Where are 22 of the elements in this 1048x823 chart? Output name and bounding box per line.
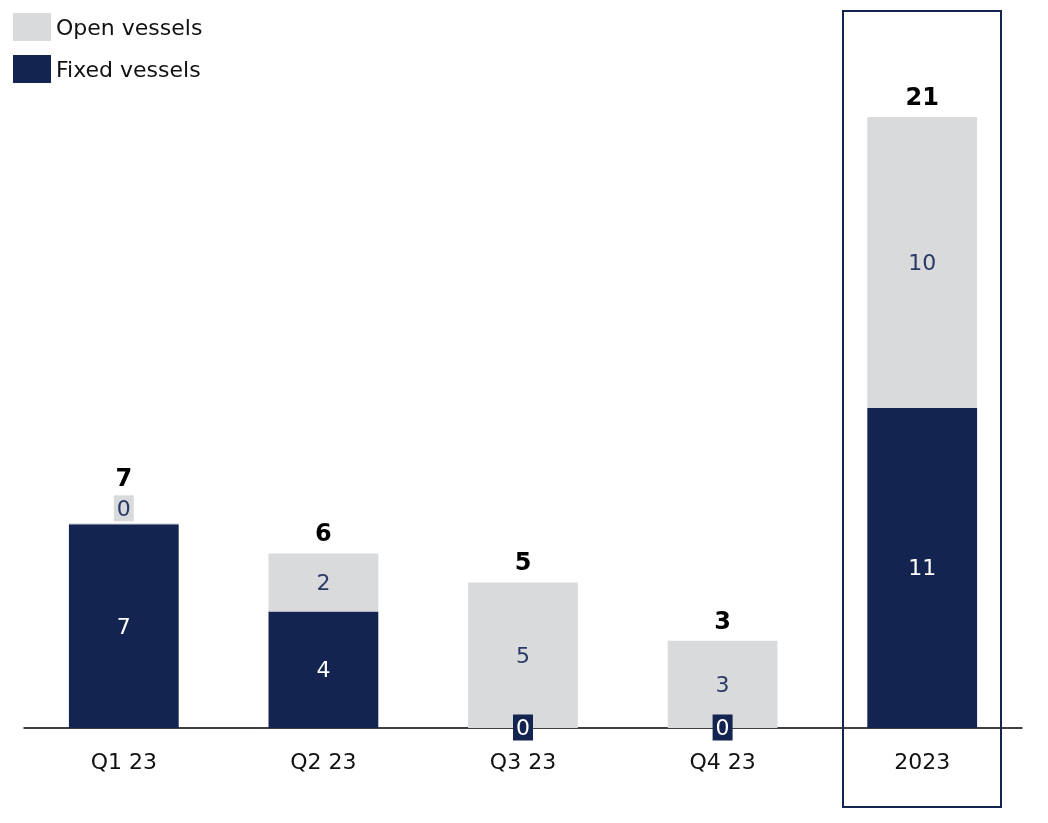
x-tick-label: Q1 23 [90, 748, 157, 774]
total-label: 5 [514, 548, 532, 577]
legend-label: Fixed vessels [56, 56, 201, 82]
data-label: 0 [715, 715, 730, 740]
total-label: 21 [905, 82, 939, 111]
x-tick-label: Q4 23 [689, 748, 756, 774]
x-tick-label: 2023 [894, 748, 951, 774]
data-label: 11 [908, 555, 937, 581]
total-label: 7 [115, 464, 133, 493]
data-label: 10 [908, 249, 937, 275]
data-label: 2 [316, 570, 331, 595]
total-label: 6 [315, 519, 332, 548]
x-tick-label: Q2 23 [290, 748, 357, 774]
x-tick-label: Q3 23 [489, 748, 557, 774]
total-label: 3 [714, 606, 731, 635]
data-label: 7 [116, 613, 131, 639]
data-label: 4 [316, 657, 331, 683]
data-label: 3 [715, 671, 730, 697]
data-label: 0 [516, 715, 530, 740]
data-label: 5 [516, 642, 530, 668]
data-label: 0 [116, 495, 131, 521]
legend-label: Open vessels [56, 14, 203, 40]
